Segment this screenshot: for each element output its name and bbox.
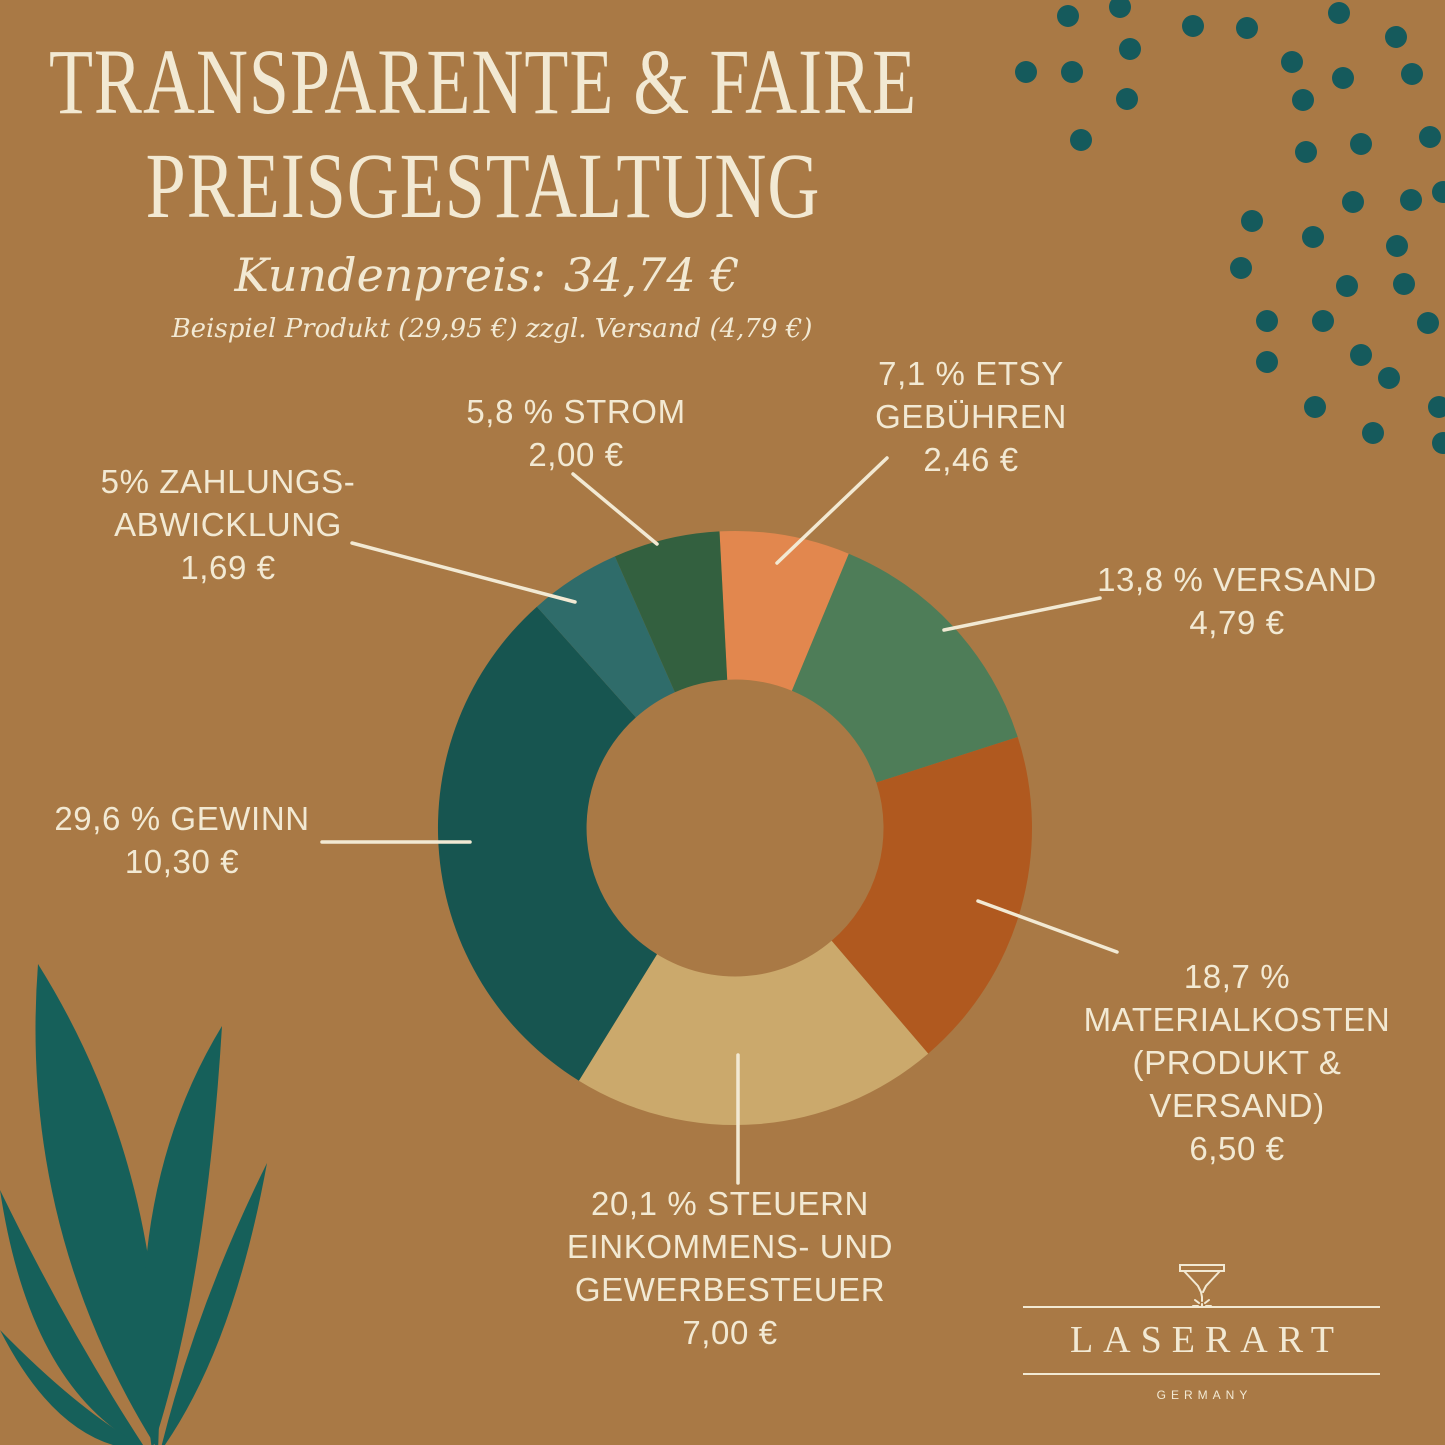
callout-label-line: 5,8 % STROM (466, 393, 686, 430)
donut-segment-zahlungsabwicklung (536, 556, 675, 718)
decorative-dot (1109, 0, 1131, 18)
callout-label-line: 18,7 % (1183, 958, 1291, 995)
decorative-dot (1350, 344, 1372, 366)
logo-divider-bottom (1023, 1373, 1380, 1375)
callout-label-line: 2,00 € (528, 436, 624, 473)
decorative-dot (1417, 312, 1439, 334)
decorative-dot (1116, 88, 1138, 110)
decorative-dot (1432, 181, 1445, 203)
decorative-dot (1119, 38, 1141, 60)
plant-leaf (35, 964, 160, 1445)
callout-label-steuern: 20,1 % STEUERN EINKOMMENS- UND GEWERBESTEU… (567, 1182, 893, 1354)
leader-line-zahlungsabwicklung (350, 541, 577, 604)
decorative-dot (1230, 257, 1252, 279)
decorative-dot (1385, 26, 1407, 48)
donut-segment-materialkosten (831, 737, 1032, 1054)
decorative-dot (1241, 210, 1263, 232)
callout-label-line: 1,69 € (180, 549, 276, 586)
decorative-dot (1393, 273, 1415, 295)
decorative-dot (1182, 15, 1204, 37)
leader-line-strom (571, 472, 659, 546)
callout-label-line: 13,8 % VERSAND (1097, 561, 1377, 598)
donut-segment-gewinn (437, 606, 657, 1081)
decorative-dot (1061, 61, 1083, 83)
plant-illustration (0, 964, 267, 1445)
callout-label-line: GEBÜHREN (875, 398, 1067, 435)
callout-label-line: GEWERBESTEUER (574, 1271, 886, 1308)
callout-label-line: EINKOMMENS- UND (566, 1228, 894, 1265)
callout-label-line: 20,1 % STEUERN (591, 1185, 869, 1222)
decorative-dot (1302, 226, 1324, 248)
callout-label-line: 7,00 € (682, 1314, 778, 1351)
decorative-dot (1419, 126, 1441, 148)
callout-label-line: 7,1 % ETSY (878, 355, 1064, 392)
decorative-dot (1070, 129, 1092, 151)
decorative-dot (1362, 422, 1384, 444)
callout-label-line: VERSAND) (1149, 1087, 1325, 1124)
customer-price-line: Kundenpreis: 34,74 € (37, 247, 937, 303)
decorative-dot (1304, 396, 1326, 418)
brand-country: GERMANY (1156, 1388, 1253, 1402)
page-title-line2: PREISGESTALTUNG (145, 134, 821, 238)
decorative-dot (1312, 310, 1334, 332)
callout-label-gewinn: 29,6 % GEWINN 10,30 € (54, 797, 309, 883)
donut-segment-strom (614, 531, 728, 693)
callout-label-versand: 13,8 % VERSAND 4,79 € (1097, 558, 1377, 644)
callout-label-materialkosten: 18,7 % MATERIALKOSTEN (PRODUKT & VERSAND) 6,… (1084, 955, 1391, 1170)
callout-label-zahlungsabwicklung: 5% ZAHLUNGS- ABWICKLUNG 1,69 € (101, 460, 356, 589)
decorative-dot (1292, 89, 1314, 111)
example-product-note: Beispiel Produkt (29,95 €) zzgl. Versand… (171, 314, 813, 344)
laser-engraver-icon (1179, 1264, 1225, 1308)
donut-segment-versand (791, 553, 1018, 783)
callout-label-line: 6,50 € (1189, 1130, 1285, 1167)
callout-label-line: 5% ZAHLUNGS- (100, 463, 356, 500)
decorative-dot (1015, 61, 1037, 83)
decorative-dot (1295, 141, 1317, 163)
leader-line-materialkosten (976, 899, 1119, 954)
callout-label-line: 29,6 % GEWINN (54, 800, 310, 837)
brand-name: LASERART (1069, 1319, 1345, 1361)
callout-label-line: 10,30 € (124, 843, 240, 880)
logo-divider-top (1023, 1306, 1380, 1308)
decorative-dot (1332, 67, 1354, 89)
decorative-dot (1428, 396, 1445, 418)
callout-label-strom: 5,8 % STROM 2,00 € (466, 390, 685, 476)
brand-logo: LASERART GERMANY (1020, 1256, 1384, 1426)
page-title-line1: TRANSPARENTE & FAIRE (48, 30, 918, 134)
decorative-dot (1336, 275, 1358, 297)
callout-label-line: 2,46 € (923, 441, 1019, 478)
decorative-dot (1350, 133, 1372, 155)
decorative-dot (1401, 63, 1423, 85)
decorative-dot (1432, 432, 1445, 454)
decorative-dot (1281, 51, 1303, 73)
decorative-dot (1256, 351, 1278, 373)
callout-label-line: MATERIALKOSTEN (1083, 1001, 1391, 1038)
page-title: TRANSPARENTE & FAIRE PREISGESTALTUNG (33, 30, 933, 238)
decorative-dot (1236, 17, 1258, 39)
customer-price-label: Kundenpreis: (234, 248, 546, 302)
callout-label-line: 4,79 € (1189, 604, 1285, 641)
decorative-dot (1256, 310, 1278, 332)
decorative-dot (1378, 367, 1400, 389)
decorative-dot (1400, 189, 1422, 211)
plant-leaf (161, 1163, 267, 1445)
decorative-dot (1386, 235, 1408, 257)
leader-line-etsy-gebuehren (775, 456, 889, 565)
decorative-dot (1328, 2, 1350, 24)
donut-segment-steuern (578, 940, 929, 1126)
donut-segment-etsy-gebuehren (719, 530, 849, 691)
decorative-dot (1342, 191, 1364, 213)
decorative-dot (1057, 5, 1079, 27)
customer-price-value: 34,74 € (563, 248, 740, 302)
leader-line-versand (942, 596, 1102, 632)
plant-leaf (142, 1026, 222, 1445)
callout-label-line: ABWICKLUNG (114, 506, 342, 543)
plant-leaf (0, 1330, 141, 1445)
callout-label-line: (PRODUKT & (1132, 1044, 1342, 1081)
callout-label-etsy-gebuehren: 7,1 % ETSY GEBÜHREN 2,46 € (875, 352, 1067, 481)
